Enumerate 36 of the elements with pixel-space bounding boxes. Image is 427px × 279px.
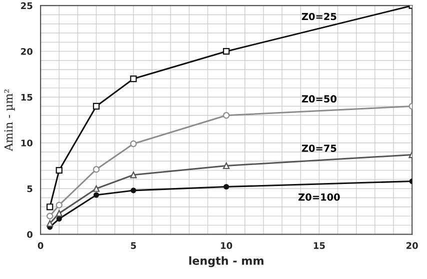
- point: [130, 172, 137, 178]
- point: [130, 140, 137, 148]
- point: [94, 192, 100, 198]
- point: [222, 162, 230, 170]
- series-label: Z0=50: [302, 95, 336, 103]
- point: [56, 216, 62, 222]
- x-tick-label: 5: [130, 242, 136, 249]
- series-label: Z0=75: [302, 144, 336, 152]
- point: [46, 220, 54, 227]
- y-tick-label: 0: [27, 231, 32, 238]
- series-label: Z0=100: [298, 193, 340, 201]
- x-tick-label: 0: [38, 242, 44, 249]
- x-axis-title: length - mm: [189, 256, 264, 268]
- x-tick-label: 10: [221, 242, 232, 249]
- y-axis-title: Amin - µm²: [4, 90, 15, 152]
- point: [224, 184, 230, 190]
- point: [46, 204, 54, 210]
- point: [92, 166, 100, 173]
- point: [222, 48, 230, 55]
- point: [56, 202, 62, 208]
- series-label: Z0=25: [302, 12, 336, 20]
- y-tick-label: 20: [21, 48, 32, 55]
- point: [56, 166, 62, 174]
- point: [92, 185, 100, 192]
- y-tick-label: 5: [27, 185, 32, 192]
- x-tick-label: 15: [314, 242, 325, 249]
- y-tick-label: 15: [21, 94, 32, 101]
- point: [130, 188, 136, 194]
- y-tick-label: 10: [21, 140, 32, 146]
- point: [222, 112, 230, 119]
- y-tick-label: 25: [21, 2, 32, 10]
- point: [130, 75, 137, 82]
- point: [46, 212, 54, 220]
- point: [56, 210, 62, 217]
- x-tick-label: 20: [406, 242, 418, 249]
- point: [92, 102, 100, 110]
